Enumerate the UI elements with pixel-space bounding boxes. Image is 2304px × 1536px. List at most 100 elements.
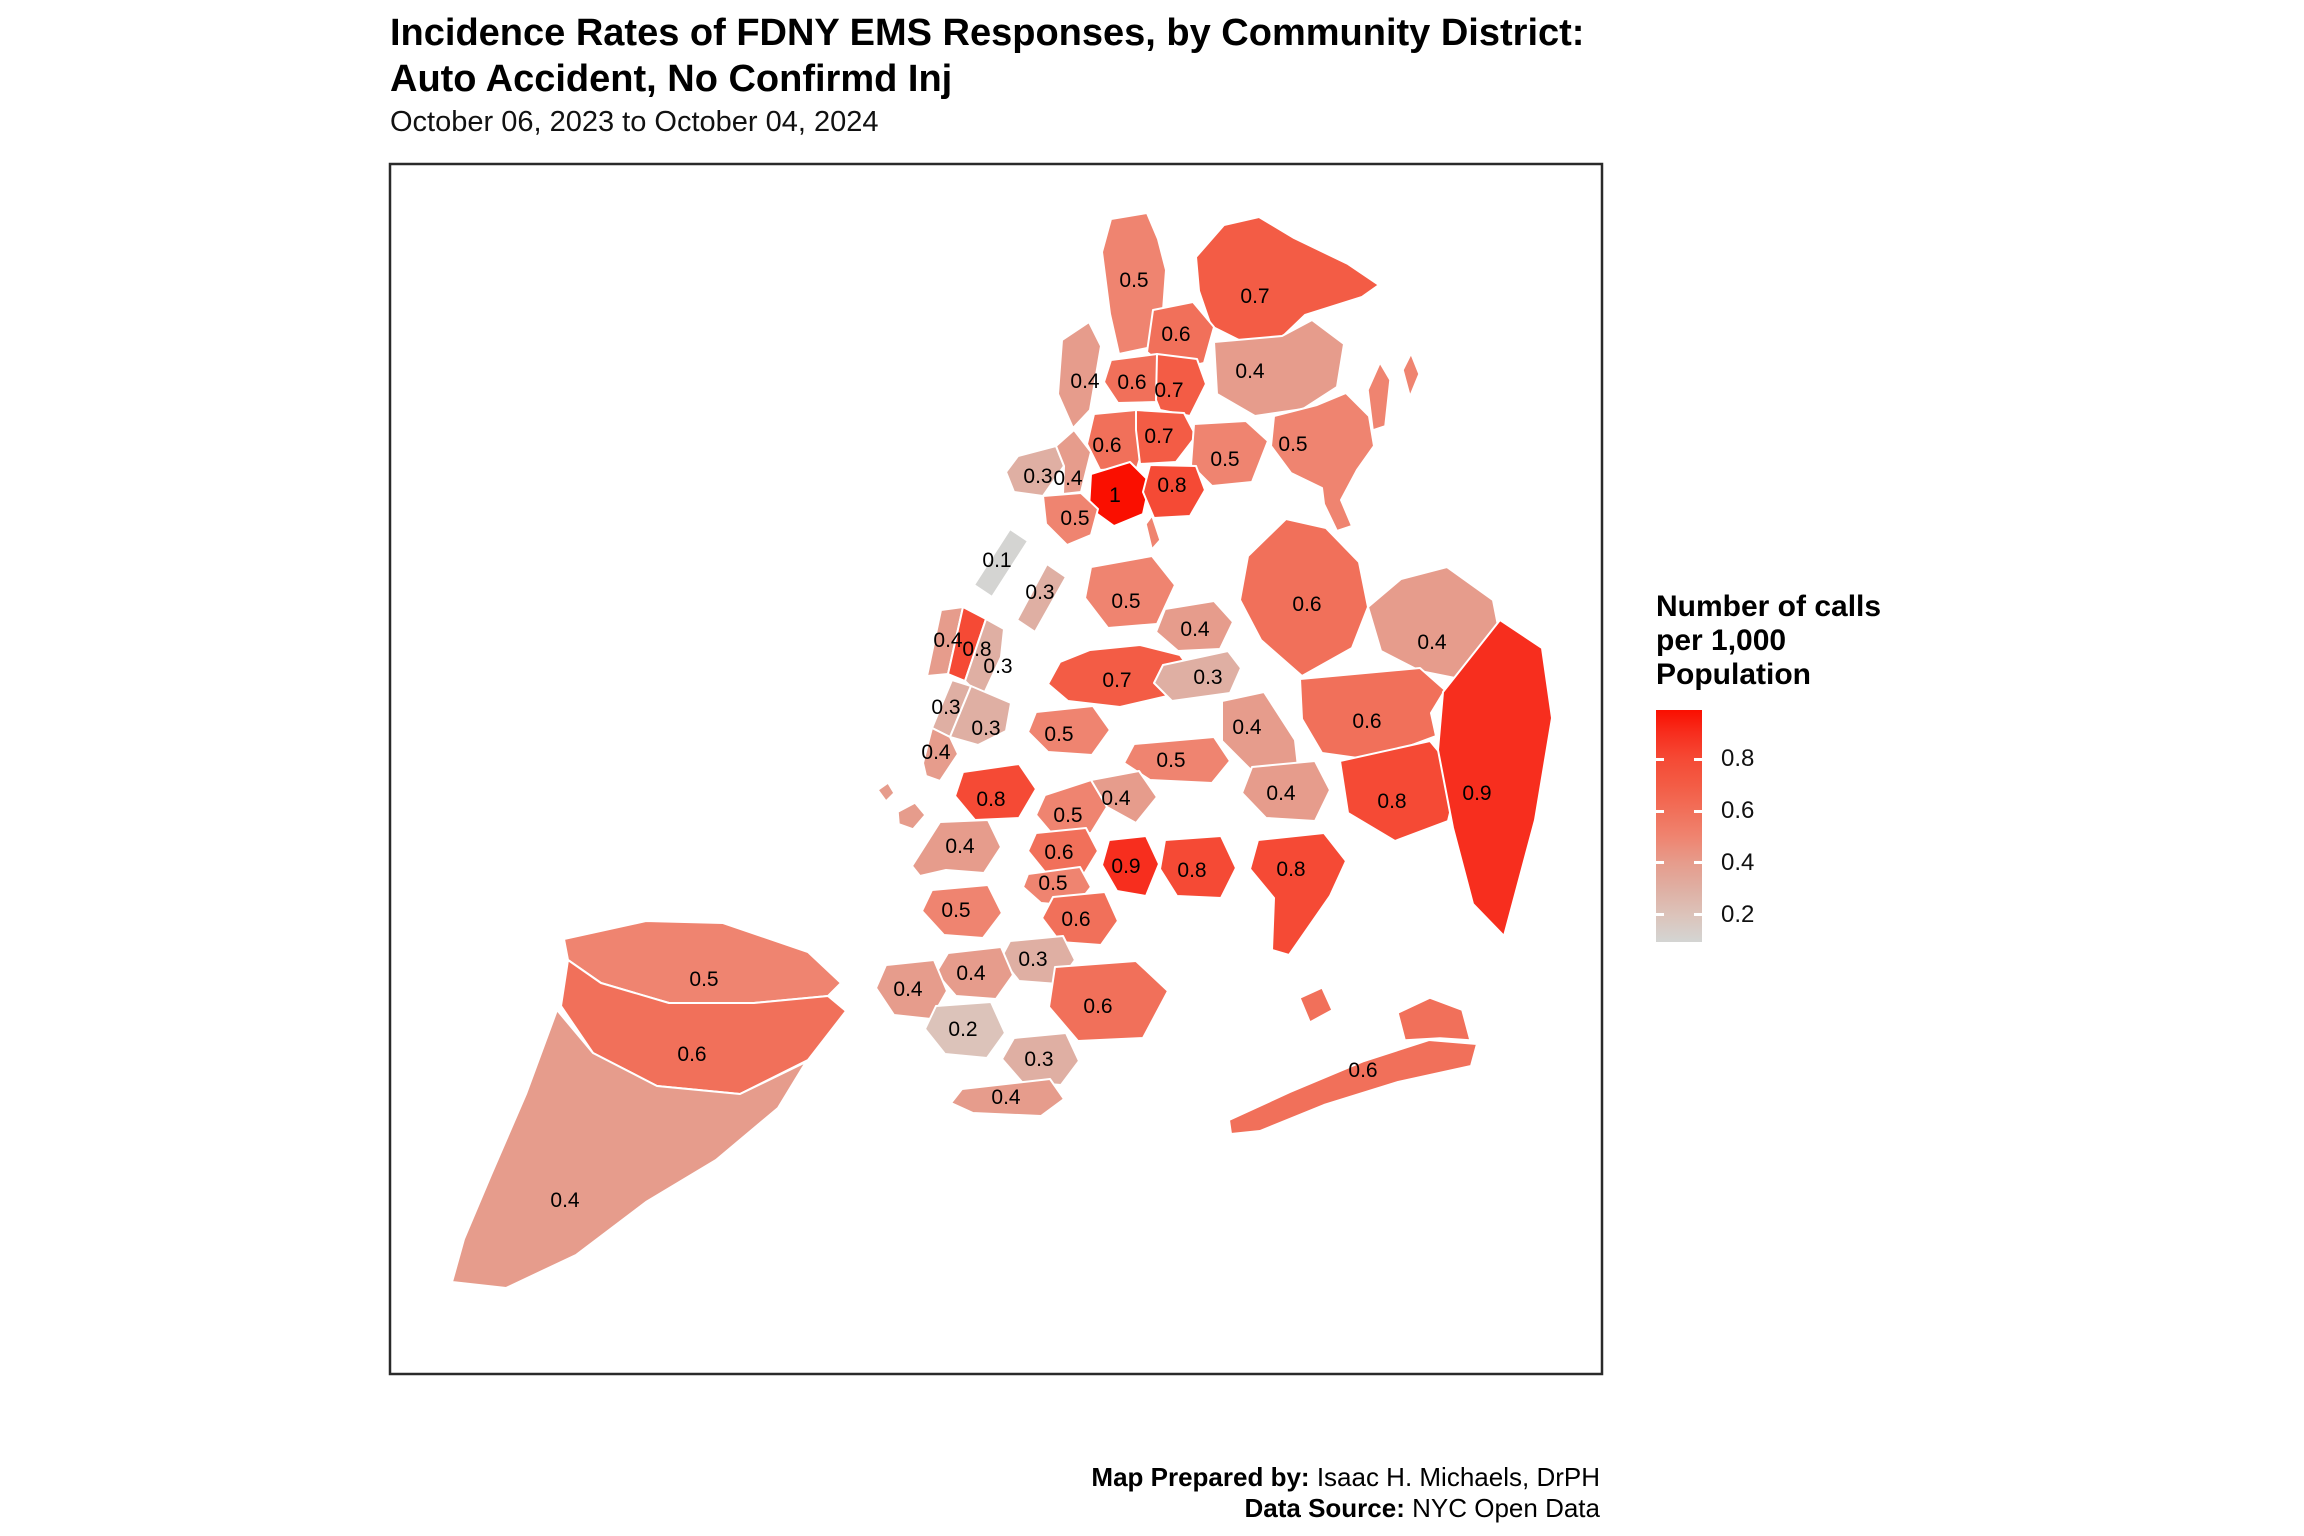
district-label-d59: 0.4 bbox=[550, 1189, 580, 1212]
district-label-d41: 0.5 bbox=[1053, 804, 1082, 827]
district-label-d05: 0.6 bbox=[1117, 371, 1146, 394]
district-label-d34: 0.9 bbox=[1462, 782, 1491, 805]
district-label-d04: 0.4 bbox=[1235, 360, 1265, 383]
district-shape-d44 bbox=[1159, 835, 1237, 899]
district-label-d42: 0.4 bbox=[1101, 787, 1131, 810]
district-label-d02: 0.7 bbox=[1240, 285, 1269, 308]
footer-prepared-value: Isaac H. Michaels, DrPH bbox=[1316, 1462, 1600, 1492]
legend-tick-mark bbox=[1656, 861, 1664, 865]
district-shape-d28 bbox=[1239, 518, 1369, 677]
district-label-d28: 0.6 bbox=[1292, 593, 1321, 616]
district-label-d31: 0.4 bbox=[1232, 716, 1262, 739]
title-line-2: Auto Accident, No Confirmd Inj bbox=[390, 58, 953, 100]
district-shape-d49 bbox=[1041, 891, 1119, 946]
district-label-d06: 0.7 bbox=[1154, 379, 1183, 402]
district-shape-d34 bbox=[1437, 619, 1553, 937]
district-label-d22: 0.3 bbox=[931, 696, 960, 719]
district-label-d01: 0.5 bbox=[1119, 269, 1148, 292]
footer-credits: Map Prepared by: Isaac H. Michaels, DrPH… bbox=[900, 1462, 1600, 1524]
district-label-d46: 0.6 bbox=[1044, 841, 1073, 864]
district-shape-d45 bbox=[1249, 832, 1347, 956]
footer-prepared-label: Map Prepared by: bbox=[1091, 1462, 1310, 1492]
district-shape-d40 bbox=[911, 819, 1002, 877]
district-label-d19: 0.4 bbox=[933, 629, 963, 652]
district-shape-d27 bbox=[1155, 600, 1234, 652]
district-shape-d33 bbox=[1339, 740, 1460, 842]
district-label-d21: 0.3 bbox=[983, 655, 1012, 678]
footer-data-source: Data Source: NYC Open Data bbox=[900, 1493, 1601, 1524]
district-label-d25: 0.5 bbox=[1111, 590, 1140, 613]
district-label-d18: 0.3 bbox=[1025, 581, 1054, 604]
district-shape-d10 bbox=[1270, 392, 1375, 532]
district-label-d39: 0.8 bbox=[976, 788, 1005, 811]
district-label-d27: 0.4 bbox=[1180, 618, 1210, 641]
district-shape-d06 bbox=[1155, 353, 1207, 417]
legend-tick-label: 0.8 bbox=[1721, 745, 1755, 773]
district-label-d30: 0.3 bbox=[1193, 666, 1222, 689]
district-label-d56: 0.6 bbox=[1083, 995, 1112, 1018]
district-label-d26: 0.7 bbox=[1102, 669, 1131, 692]
district-label-d57: 0.5 bbox=[689, 968, 718, 991]
district-label-d14: 0.3 bbox=[1023, 465, 1052, 488]
legend-tick-mark bbox=[1694, 757, 1702, 761]
district-label-d54: 0.3 bbox=[1024, 1048, 1053, 1071]
district-label-d35: 0.5 bbox=[1044, 723, 1073, 746]
subtitle-date-range: October 06, 2023 to October 04, 2024 bbox=[390, 106, 879, 138]
district-shape-d35 bbox=[1027, 705, 1111, 756]
title-line-1: Incidence Rates of FDNY EMS Responses, b… bbox=[390, 12, 1585, 54]
district-shape-d04 bbox=[1213, 319, 1345, 417]
district-label-d33: 0.8 bbox=[1377, 790, 1406, 813]
district-label-d15: 0.4 bbox=[1053, 467, 1083, 490]
district-label-d55: 0.4 bbox=[991, 1086, 1021, 1109]
district-shape-d53 bbox=[924, 1001, 1006, 1059]
legend-tick-label: 0.6 bbox=[1721, 797, 1755, 825]
district-shape-d24 bbox=[922, 727, 959, 782]
district-label-d43: 0.9 bbox=[1111, 855, 1140, 878]
district-label-d32: 0.6 bbox=[1352, 710, 1381, 733]
district-shape-d48 bbox=[921, 884, 1003, 939]
island-shape bbox=[1397, 997, 1471, 1041]
district-label-d49: 0.6 bbox=[1061, 908, 1090, 931]
legend-tick-mark bbox=[1656, 913, 1664, 917]
legend-tick-mark bbox=[1694, 913, 1702, 917]
district-label-d36: 0.5 bbox=[1156, 749, 1185, 772]
district-shape-d59 bbox=[451, 1009, 807, 1289]
district-shape-d38 bbox=[1228, 1039, 1478, 1135]
district-label-d58: 0.6 bbox=[677, 1043, 706, 1066]
district-label-d52: 0.4 bbox=[893, 978, 923, 1001]
district-label-d50: 0.3 bbox=[1018, 948, 1047, 971]
district-shape-d42 bbox=[1090, 770, 1158, 824]
district-label-d03: 0.6 bbox=[1161, 323, 1190, 346]
district-label-d48: 0.5 bbox=[941, 899, 970, 922]
district-label-d10: 0.5 bbox=[1278, 433, 1307, 456]
legend-tick-mark bbox=[1694, 809, 1702, 813]
district-shape-d43 bbox=[1101, 835, 1160, 897]
legend-tick-mark bbox=[1656, 757, 1664, 761]
island-shape bbox=[877, 782, 895, 802]
island-shape bbox=[1299, 987, 1333, 1023]
district-label-d47: 0.5 bbox=[1038, 872, 1067, 895]
district-label-d45: 0.8 bbox=[1276, 858, 1305, 881]
district-shape-d03 bbox=[1146, 301, 1215, 372]
district-label-d20: 0.8 bbox=[962, 638, 991, 661]
district-shape-d08 bbox=[1135, 409, 1197, 465]
island-shape bbox=[897, 802, 926, 830]
district-label-d37: 0.4 bbox=[1266, 782, 1296, 805]
district-label-d40: 0.4 bbox=[945, 835, 975, 858]
legend-tick-label: 0.2 bbox=[1721, 900, 1755, 928]
page-title: Incidence Rates of FDNY EMS Responses, b… bbox=[390, 10, 1584, 102]
district-label-d24: 0.4 bbox=[921, 741, 951, 764]
legend-title: Number of calls per 1,000 Population bbox=[1656, 590, 1976, 692]
district-label-d44: 0.8 bbox=[1177, 859, 1206, 882]
district-shape-d13 bbox=[1057, 321, 1102, 429]
district-label-d11: 1 bbox=[1109, 484, 1121, 507]
district-label-d38: 0.6 bbox=[1348, 1059, 1377, 1082]
district-shape-d30 bbox=[1153, 650, 1242, 702]
legend-title-line-2: per 1,000 bbox=[1656, 624, 1787, 657]
footer-source-value: NYC Open Data bbox=[1412, 1493, 1600, 1523]
district-label-d51: 0.4 bbox=[956, 962, 986, 985]
legend-title-line-3: Population bbox=[1656, 658, 1811, 691]
district-shape-d16 bbox=[1042, 492, 1099, 546]
district-label-d13: 0.4 bbox=[1070, 370, 1100, 393]
